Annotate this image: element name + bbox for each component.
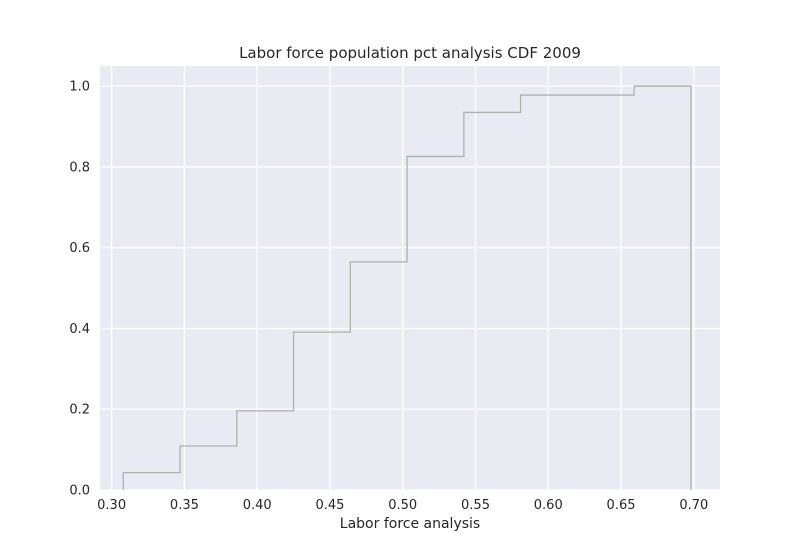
y-tick-label: 0.4 — [69, 322, 90, 337]
x-tick-label: 0.60 — [534, 498, 563, 513]
y-tick-label: 0.0 — [69, 484, 90, 499]
y-tick-label: 1.0 — [69, 80, 90, 95]
cdf-step-line — [122, 85, 692, 490]
y-tick-label: 0.6 — [69, 241, 90, 256]
y-tick-label: 0.2 — [69, 403, 90, 418]
x-tick-label: 0.40 — [243, 498, 272, 513]
x-tick-label: 0.45 — [315, 498, 344, 513]
x-tick-label: 0.35 — [170, 498, 199, 513]
x-tick-label: 0.70 — [679, 498, 708, 513]
y-tick-labels: 0.0 0.2 0.4 0.6 0.8 1.0 — [69, 80, 90, 499]
grid — [100, 66, 720, 491]
series-layer — [122, 85, 692, 490]
plot-background — [100, 66, 720, 490]
chart-title: Labor force population pct analysis CDF … — [239, 44, 581, 62]
x-tick-labels: 0.30 0.35 0.40 0.45 0.50 0.55 0.60 0.65 0.70 — [97, 498, 708, 513]
y-tick-label: 0.8 — [69, 160, 90, 175]
x-tick-label: 0.65 — [607, 498, 636, 513]
x-axis-label: Labor force analysis — [340, 516, 480, 532]
x-tick-label: 0.50 — [388, 498, 417, 513]
x-tick-label: 0.30 — [97, 498, 126, 513]
x-tick-label: 0.55 — [461, 498, 490, 513]
